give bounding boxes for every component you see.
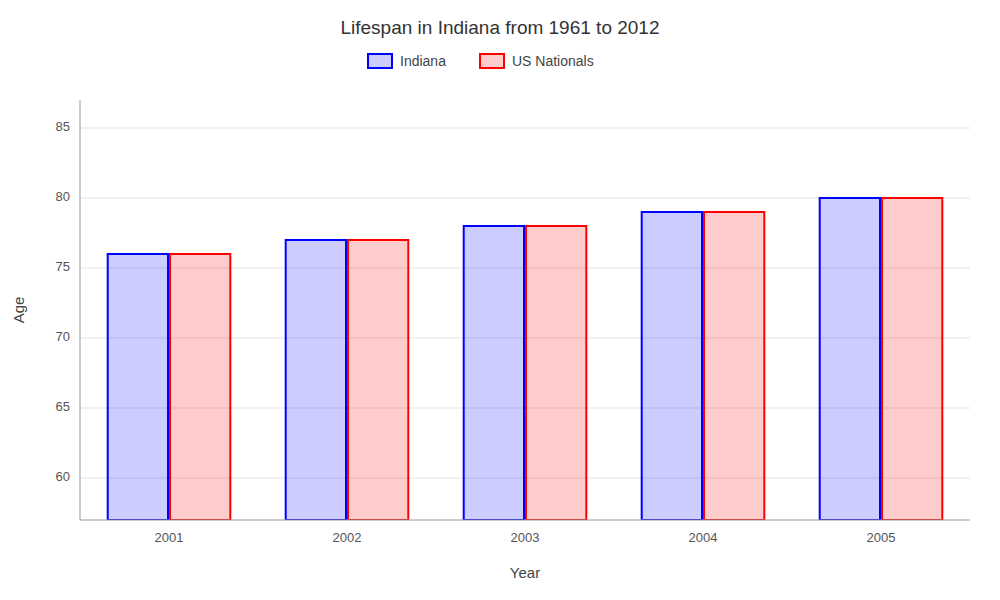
x-tick-label: 2005: [867, 530, 896, 545]
bar: [108, 254, 168, 520]
bar: [464, 226, 524, 520]
bars: [108, 198, 943, 520]
bar: [704, 212, 764, 520]
y-tick-label: 70: [56, 329, 70, 344]
legend-swatch: [480, 54, 504, 68]
chart: 60 65 70 75 80 85 2001 2002 2003 2004 2005 Year Age L…: [0, 0, 1000, 600]
y-tick-label: 85: [56, 119, 70, 134]
bar: [526, 226, 586, 520]
bar: [642, 212, 702, 520]
legend-label: US Nationals: [512, 53, 594, 69]
x-tick-label: 2003: [511, 530, 540, 545]
y-tick-label: 60: [56, 469, 70, 484]
bar: [820, 198, 880, 520]
x-tick-label: 2002: [333, 530, 362, 545]
x-axis-line: [80, 520, 970, 521]
legend-swatch: [368, 54, 392, 68]
bar: [882, 198, 942, 520]
x-tick-label: 2004: [689, 530, 718, 545]
bar: [170, 254, 230, 520]
legend: Indiana US Nationals: [368, 53, 594, 69]
bar: [348, 240, 408, 520]
y-axis-line: [80, 100, 81, 520]
y-tick-label: 80: [56, 189, 70, 204]
bar: [286, 240, 346, 520]
grid-line: [80, 128, 970, 129]
y-axis-label: Age: [10, 297, 27, 324]
title: Lifespan in Indiana from 1961 to 2012: [340, 17, 659, 38]
x-tick-label: 2001: [155, 530, 184, 545]
legend-label: Indiana: [400, 53, 446, 69]
background: [0, 0, 1000, 600]
x-axis-label: Year: [510, 564, 540, 581]
y-tick-label: 65: [56, 399, 70, 414]
y-tick-label: 75: [56, 259, 70, 274]
